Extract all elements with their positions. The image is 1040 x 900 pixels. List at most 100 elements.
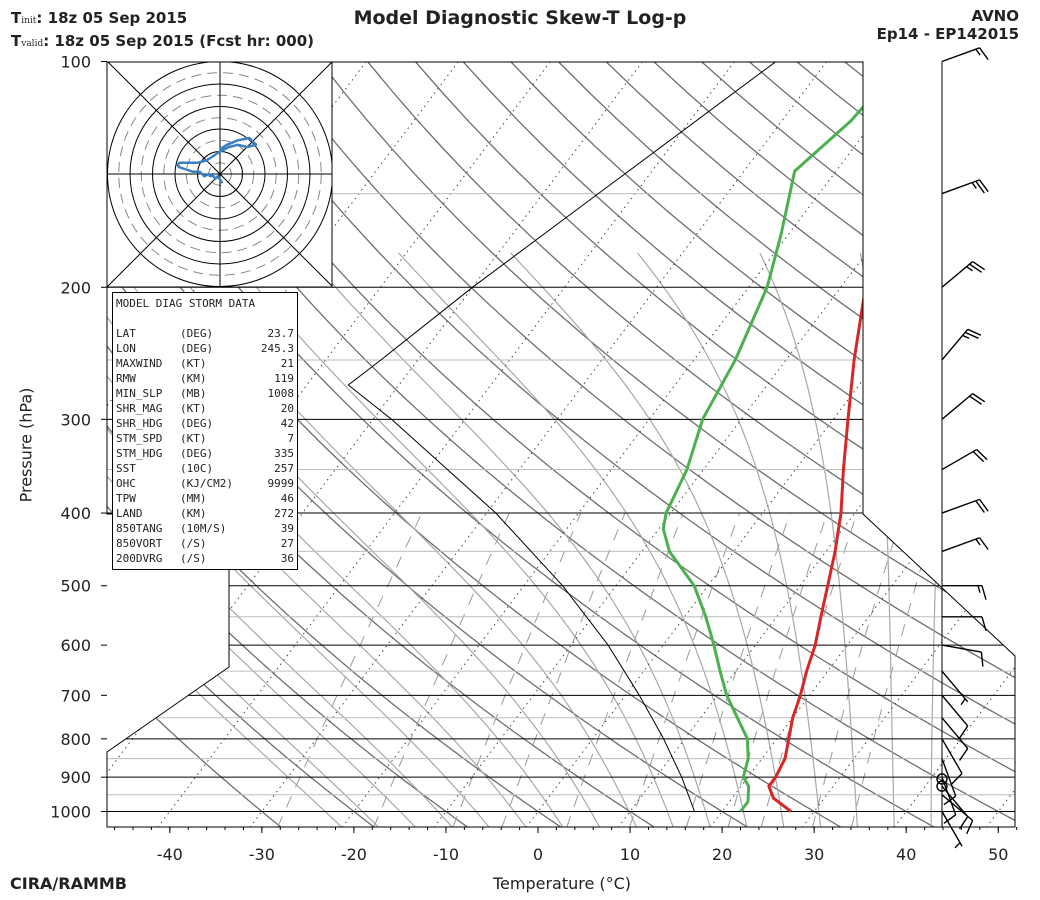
x-tick-label: -20 <box>341 845 367 864</box>
wind-barb <box>941 537 989 553</box>
barb-staff <box>941 393 974 420</box>
wind-barb <box>941 393 986 420</box>
profile-lines <box>347 62 961 813</box>
row-value: 39 <box>280 522 294 535</box>
barb-full <box>969 395 983 405</box>
barb-full <box>979 179 989 193</box>
barb-staff <box>941 670 969 703</box>
storm-data-box: MODEL DIAG STORM DATA LAT (DEG) 23.7 LON (D… <box>112 292 298 570</box>
wind-barb <box>941 758 957 806</box>
valid-time-subscript: valid <box>21 39 44 49</box>
row-label: SST <box>116 462 136 475</box>
wind-barb <box>941 644 984 667</box>
moist-adiabat <box>304 252 711 827</box>
hodograph-diagonal <box>107 62 332 287</box>
y-tick-label: 300 <box>60 410 91 429</box>
barb-half <box>966 266 973 272</box>
mixing-ratio-line <box>727 512 828 827</box>
storm-data-row: 850VORT (/S) 27 <box>116 536 294 551</box>
barb-full <box>981 616 987 631</box>
barb-full <box>979 537 989 550</box>
barb-full <box>951 772 963 785</box>
row-unit: (DEG) <box>180 327 214 340</box>
row-label: MAXWIND <box>116 357 163 370</box>
row-value: 42 <box>280 417 294 430</box>
x-tick-label: -10 <box>433 845 459 864</box>
row-value: 23.7 <box>267 327 295 340</box>
row-label: MIN_SLP <box>116 387 163 400</box>
valid-time-prefix: T <box>11 32 22 50</box>
wind-barb <box>942 585 987 600</box>
barb-staff <box>941 717 969 749</box>
barb-staff <box>941 448 977 471</box>
x-axis-label: Temperature (°C) <box>492 874 632 893</box>
storm-data-row: STM_SPD (KT) 7 <box>116 431 294 446</box>
hodograph-trace <box>176 136 258 184</box>
row-value: 20 <box>280 402 294 415</box>
storm-data-row: STM_HDG (DEG) 335 <box>116 446 294 461</box>
row-label: OHC <box>116 477 136 490</box>
row-unit: (DEG) <box>180 417 214 430</box>
series-line-parcel <box>347 62 777 812</box>
storm-data-row: SHR_MAG (KT) 20 <box>116 401 294 416</box>
storm-data-row: SHR_HDG (DEG) 42 <box>116 416 294 431</box>
wind-barb <box>941 670 969 706</box>
barb-staff <box>941 758 957 797</box>
wind-barb <box>941 785 969 830</box>
moist-adiabat <box>759 252 858 827</box>
barb-full <box>943 795 957 806</box>
storm-data-row: LAT (DEG) 23.7 <box>116 326 294 341</box>
wind-barb <box>941 328 982 361</box>
calm-circle <box>936 773 948 785</box>
row-unit: (KM) <box>180 507 207 520</box>
row-value: 272 <box>274 507 294 520</box>
moist-adiabat <box>107 252 453 827</box>
moist-adiabat <box>227 252 674 827</box>
dry-adiabat <box>891 62 1015 827</box>
model-name: AVNO <box>971 7 1019 25</box>
valid-time-value: : 18z 05 Sep 2015 (Fcst hr: 000) <box>43 32 315 50</box>
wind-barb <box>941 811 963 849</box>
storm-data-row: TPW (MM) 46 <box>116 491 294 506</box>
chart-title: Model Diagnostic Skew-T Log-p <box>353 7 687 29</box>
mixing-ratio-line <box>811 512 903 827</box>
row-label: SHR_HDG <box>116 417 163 430</box>
row-label: SHR_MAG <box>116 402 163 415</box>
mixing-ratio-line <box>685 512 791 827</box>
init-time: Tinit: 18z 05 Sep 2015 <box>11 9 187 27</box>
x-tick-label: 20 <box>712 845 732 864</box>
barb-staff <box>941 179 980 195</box>
series-line-dewpoint <box>661 62 905 813</box>
row-value: 119 <box>274 372 294 385</box>
barb-full <box>967 328 982 336</box>
row-unit: (10C) <box>180 462 214 475</box>
storm-data-row: LAND (KM) 272 <box>116 506 294 521</box>
row-label: 850VORT <box>116 537 163 550</box>
y-tick-label: 800 <box>60 730 91 749</box>
init-time-subscript: init <box>21 16 37 26</box>
calm-circle <box>936 780 948 792</box>
wind-barb <box>941 179 989 195</box>
x-tick-label: 40 <box>896 845 916 864</box>
wind-barb <box>942 616 987 631</box>
storm-data-row: RMW (KM) 119 <box>116 371 294 386</box>
dry-adiabat <box>128 62 1015 827</box>
isotherm <box>249 62 840 827</box>
y-tick-label: 500 <box>60 577 91 596</box>
storm-data-row: SST (10C) 257 <box>116 461 294 476</box>
x-tick-label: 10 <box>620 845 640 864</box>
storm-data-row: OHC (KJ/CM2) 9999 <box>116 476 294 491</box>
isotherm <box>107 62 656 827</box>
y-tick-label: 700 <box>60 686 91 705</box>
storm-data-row: LON (DEG) 245.3 <box>116 341 294 356</box>
wind-barb <box>941 738 963 785</box>
dry-adiabat <box>271 62 1015 827</box>
barb-full <box>972 260 986 271</box>
row-unit: (10M/S) <box>180 522 227 535</box>
row-value: 36 <box>280 552 294 565</box>
x-tick-label: 0 <box>533 845 543 864</box>
row-label: LON <box>116 342 136 355</box>
barb-full <box>958 725 969 739</box>
credit-label: CIRA/RAMMB <box>10 874 127 893</box>
row-unit: (/S) <box>180 537 207 550</box>
